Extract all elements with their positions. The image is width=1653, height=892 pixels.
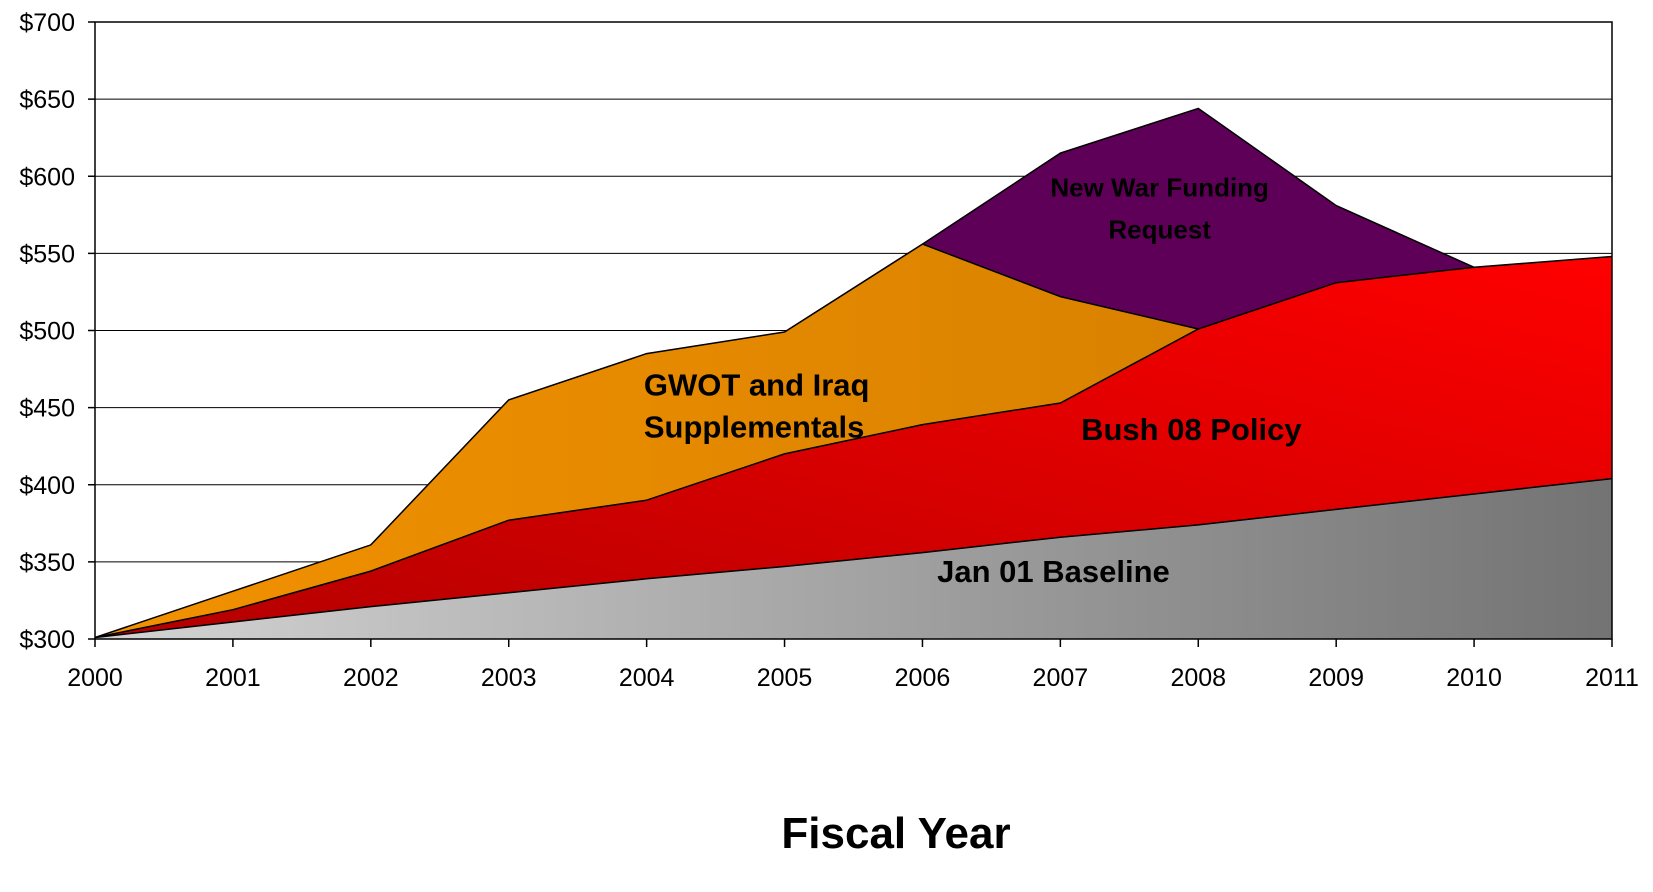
label-gwot-iraq-supplementals: GWOT and Iraq Supplementals [644,367,870,444]
x-tick-label-1: 2001 [205,664,261,692]
x-tick-label-7: 2007 [1033,664,1089,692]
label-bush08-policy: Bush 08 Policy [1081,412,1302,447]
y-tick-label-7: $650 [19,86,75,114]
x-tick-label-10: 2010 [1446,664,1502,692]
x-tick-label-0: 2000 [67,664,123,692]
y-tick-label-5: $550 [19,240,75,268]
axes [88,21,1613,647]
label-new-war-funding: New War Funding Request [1050,172,1269,244]
x-tick-label-11: 2011 [1585,664,1639,692]
series-labels: Jan 01 Baseline Bush 08 Policy GWOT and Ir… [644,172,1303,589]
area-jan01-baseline-edge [94,477,1613,639]
area-gwot-iraq-supplementals-edge [94,243,1199,639]
area-new-war-funding-edge [922,107,1475,268]
area-jan01-baseline [95,478,1612,639]
x-tick-label-9: 2009 [1308,664,1364,692]
x-tick-label-6: 2006 [895,664,951,692]
x-axis-title: Fiscal Year [781,809,1010,858]
area-bush08-policy-edge [94,255,1613,639]
area-layer [94,107,1613,639]
y-tick-label-6: $600 [19,163,75,191]
y-tick-label-1: $350 [19,549,75,577]
x-tick-label-5: 2005 [757,664,813,692]
area-gwot-iraq-supplementals [95,244,1199,638]
y-tick-label-4: $500 [19,318,75,346]
x-tick-label-8: 2008 [1170,664,1226,692]
x-tick-label-4: 2004 [619,664,675,692]
tick-labels: $300 $350 $400 $450 $500 $550 $600 $650 $700 2000… [19,9,1639,692]
label-jan01-baseline: Jan 01 Baseline [937,554,1170,589]
y-tick-label-2: $400 [19,472,75,500]
y-tick-label-8: $700 [19,9,75,37]
area-new-war-funding [922,108,1475,330]
y-tick-label-0: $300 [19,626,75,654]
y-tick-label-3: $450 [19,395,75,423]
area-bush08-policy [95,256,1612,638]
x-tick-label-3: 2003 [481,664,537,692]
x-tick-label-2: 2002 [343,664,399,692]
